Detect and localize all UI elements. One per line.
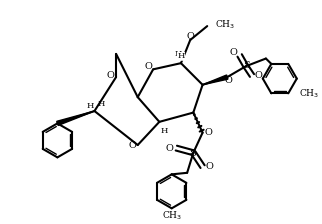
Polygon shape [203, 75, 228, 85]
Text: O: O [230, 48, 237, 58]
Text: O: O [205, 162, 213, 171]
Text: S: S [189, 149, 196, 158]
Text: O: O [255, 71, 263, 80]
Text: H: H [160, 127, 168, 135]
Text: H: H [174, 50, 182, 58]
Text: O: O [166, 144, 174, 153]
Text: H: H [86, 102, 93, 110]
Text: O: O [128, 140, 136, 149]
Text: H: H [98, 100, 105, 108]
Text: O: O [187, 32, 195, 41]
Polygon shape [57, 111, 94, 125]
Text: O: O [205, 128, 213, 137]
Text: CH$_3$: CH$_3$ [215, 18, 235, 31]
Text: O: O [145, 62, 153, 71]
Text: CH$_3$: CH$_3$ [162, 210, 182, 222]
Text: H: H [177, 52, 185, 60]
Text: O: O [107, 71, 115, 80]
Text: CH$_3$: CH$_3$ [299, 87, 319, 99]
Text: O: O [225, 76, 233, 85]
Text: S: S [243, 61, 250, 70]
